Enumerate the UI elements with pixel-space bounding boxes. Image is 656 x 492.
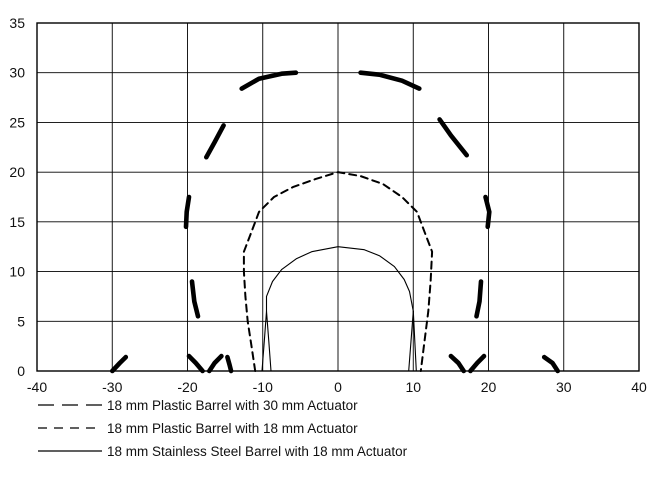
series-solid-segment xyxy=(408,310,414,372)
series-long-dash-segment xyxy=(468,353,487,374)
series-long-dash-segment xyxy=(483,194,492,230)
series-long-dash-segment xyxy=(474,279,484,319)
legend: 18 mm Plastic Barrel with 30 mm Actuator… xyxy=(38,398,408,459)
y-tick-labels: 0 5 10 15 20 25 30 35 xyxy=(9,15,25,379)
series-long-dash-segment xyxy=(110,354,129,374)
series-long-dash-segment xyxy=(448,353,467,374)
x-tick-label: 0 xyxy=(334,379,342,395)
series-long-dash xyxy=(110,70,561,374)
series-long-dash-segment xyxy=(358,70,422,91)
series-solid-segment xyxy=(265,246,414,312)
legend-label: 18 mm Stainless Steel Barrel with 18 mm … xyxy=(107,444,408,459)
series-layer xyxy=(110,70,561,374)
x-tick-label: 10 xyxy=(405,379,421,395)
series-long-dash-segment xyxy=(186,353,205,374)
y-tick-label: 15 xyxy=(9,214,25,230)
x-tick-label: -10 xyxy=(253,379,273,395)
series-long-dash-segment xyxy=(183,194,192,230)
series-long-dash-segment xyxy=(541,354,561,374)
series-short-dash-segment xyxy=(242,171,434,372)
x-tick-label: -30 xyxy=(102,379,122,395)
plot-frame xyxy=(36,22,640,372)
series-long-dash-segment xyxy=(437,117,470,158)
series-long-dash-segment xyxy=(207,353,224,374)
x-tick-label: 30 xyxy=(556,379,572,395)
series-short-dash xyxy=(242,171,434,372)
grid-lines xyxy=(36,22,640,372)
y-tick-label: 5 xyxy=(17,313,25,329)
y-tick-label: 30 xyxy=(9,65,25,81)
series-solid xyxy=(261,246,417,372)
series-long-dash-segment xyxy=(189,279,201,319)
y-tick-label: 25 xyxy=(9,114,25,130)
series-solid-segment xyxy=(265,310,272,372)
y-tick-label: 35 xyxy=(9,15,25,31)
series-solid-segment xyxy=(412,310,417,372)
x-tick-label: 40 xyxy=(631,379,647,395)
x-tick-label: 20 xyxy=(481,379,497,395)
y-tick-label: 10 xyxy=(9,264,25,280)
series-long-dash-segment xyxy=(204,123,226,160)
x-tick-label: -20 xyxy=(177,379,197,395)
x-tick-labels: -40 -30 -20 -10 0 10 20 30 40 xyxy=(27,379,647,395)
series-long-dash-segment xyxy=(225,354,234,374)
legend-label: 18 mm Plastic Barrel with 18 mm Actuator xyxy=(107,421,358,436)
x-tick-label: -40 xyxy=(27,379,47,395)
series-solid-segment xyxy=(261,310,268,372)
y-tick-label: 0 xyxy=(17,363,25,379)
legend-label: 18 mm Plastic Barrel with 30 mm Actuator xyxy=(107,398,358,413)
y-tick-label: 20 xyxy=(9,164,25,180)
series-long-dash-segment xyxy=(239,70,299,91)
